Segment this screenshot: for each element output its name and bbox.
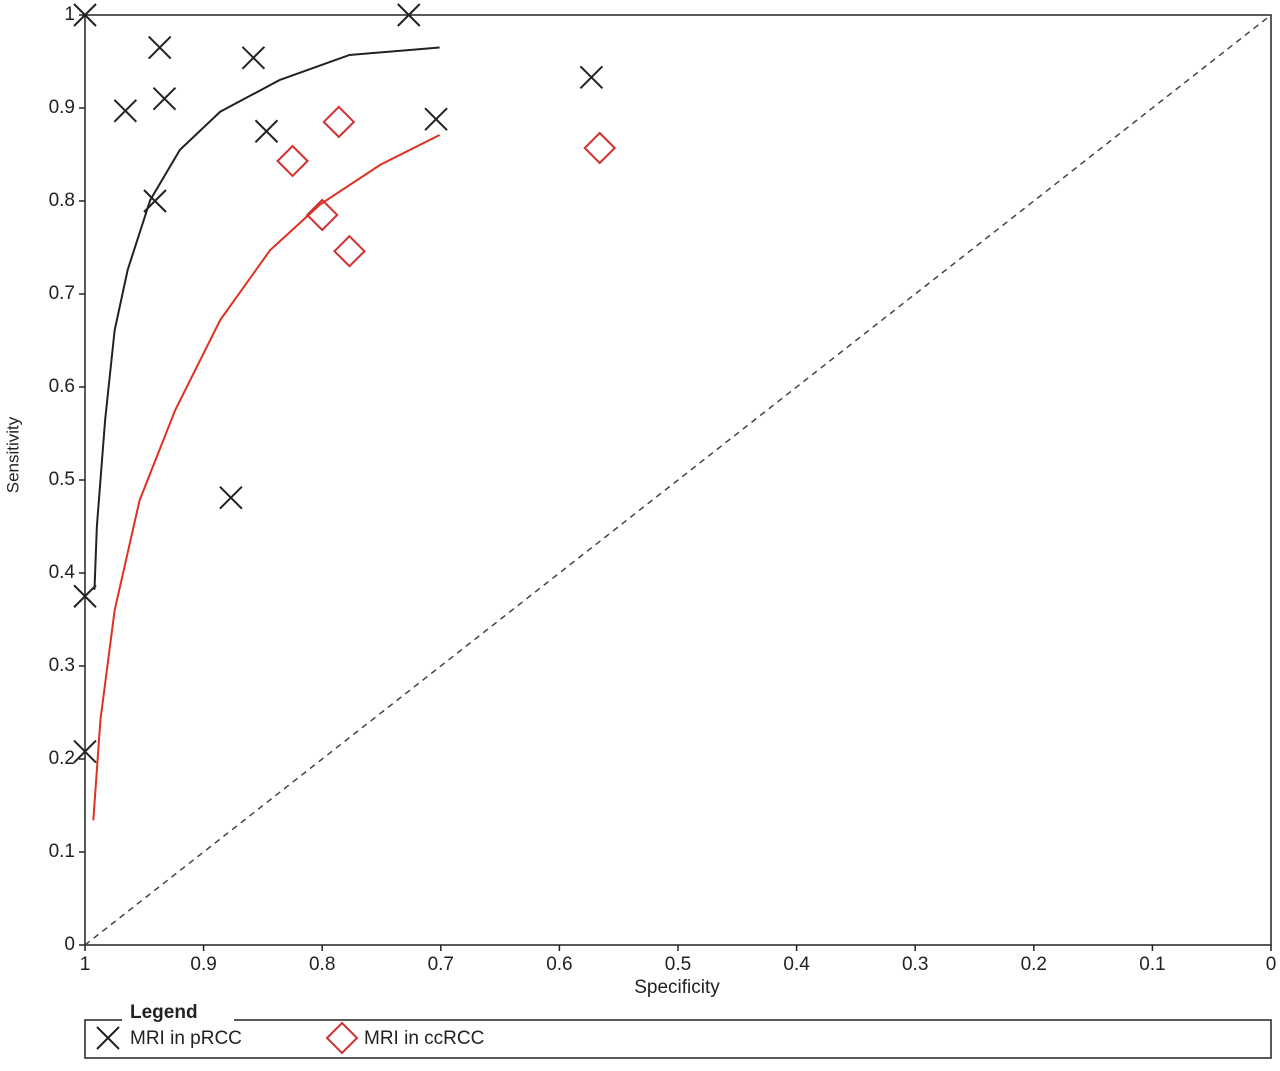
legend-title-gap	[122, 1008, 234, 1028]
legend-marker	[325, 1021, 359, 1055]
legend-title: Legend	[130, 1002, 198, 1023]
y-tick-label: 0.9	[49, 97, 75, 118]
x-tick-label: 0.1	[1139, 954, 1165, 975]
x-marker	[73, 739, 97, 764]
x-tick-label: 0.7	[428, 954, 454, 975]
y-tick-label: 0.6	[49, 376, 75, 397]
x-tick-label: 0.6	[546, 954, 572, 975]
y-tick-label: 0.1	[49, 841, 75, 862]
legend-marker	[96, 1026, 120, 1050]
x-tick-label: 0.5	[665, 954, 691, 975]
x-marker	[241, 46, 266, 70]
x-tick-label: 0.2	[1021, 954, 1047, 975]
x-marker	[424, 107, 448, 131]
y-tick-label: 1	[64, 4, 75, 25]
x-marker	[73, 584, 97, 608]
diamond-marker	[333, 234, 366, 268]
y-tick-label: 0.7	[49, 283, 75, 304]
x-marker	[579, 65, 604, 90]
diamond-marker	[322, 105, 356, 139]
sroc-curve	[93, 46, 440, 590]
x-axis-title: Specificity	[634, 977, 720, 998]
x-marker	[148, 35, 172, 60]
x-marker	[113, 99, 138, 123]
diamond-marker	[276, 144, 309, 178]
x-marker	[73, 3, 97, 27]
x-marker	[152, 86, 177, 111]
x-marker	[143, 189, 167, 213]
y-tick-label: 0.5	[49, 469, 75, 490]
x-marker	[219, 485, 243, 510]
legend-label: MRI in ccRCC	[364, 1028, 484, 1049]
y-tick-label: 0.4	[49, 562, 76, 583]
y-axis-title: Sensitivity	[3, 416, 22, 493]
diamond-marker	[583, 131, 617, 165]
legend-label: MRI in pRCC	[130, 1028, 242, 1049]
sroc-curve	[92, 134, 441, 821]
x-tick-label: 0.8	[309, 954, 335, 975]
x-tick-label: 0.3	[902, 954, 928, 975]
x-tick-label: 0	[1266, 954, 1277, 975]
legend-box	[84, 1019, 1272, 1059]
y-tick-label: 0.3	[49, 655, 75, 676]
x-marker	[397, 3, 421, 27]
y-tick-label: 0.2	[49, 748, 75, 769]
x-tick-label: 0.4	[783, 954, 810, 975]
reference-diagonal	[84, 14, 1272, 946]
x-tick-label: 1	[80, 954, 91, 975]
y-tick-label: 0.8	[49, 190, 75, 211]
x-marker	[254, 119, 279, 143]
diamond-marker	[305, 198, 339, 232]
x-tick-label: 0.9	[190, 954, 216, 975]
y-tick-label: 0	[64, 934, 75, 955]
